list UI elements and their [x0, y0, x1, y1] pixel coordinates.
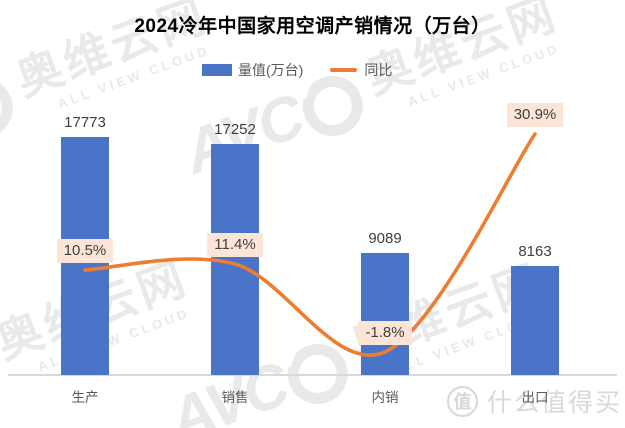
legend-line-label: 同比 [364, 62, 393, 78]
legend-item-bar: 量值(万台) [202, 60, 303, 80]
pct-label: 30.9% [506, 103, 564, 128]
pct-label-wrap: 30.9% [460, 103, 610, 128]
category-label: 销售 [221, 390, 249, 405]
avc-watermark-en: ALL VIEW CLOUD [55, 42, 212, 112]
pct-label: 11.4% [207, 233, 263, 258]
bar-4 [511, 265, 559, 375]
legend: 量值(万台) 同比 [202, 60, 392, 80]
bar-value-label: 9089 [368, 230, 402, 248]
pct-label: 10.5% [56, 239, 114, 264]
bar-3 [361, 253, 409, 375]
pct-label-wrap: -1.8% [310, 321, 460, 346]
bar-value-label: 17773 [64, 114, 106, 131]
chart-title: 2024冷年中国家用空调产销情况（万台） [134, 16, 491, 37]
bar-2 [211, 144, 259, 375]
avc-logo-icon [0, 69, 22, 147]
pct-label-wrap: 11.4% [160, 233, 310, 258]
legend-bar-swatch [202, 64, 232, 76]
bar-value-label: 17252 [214, 121, 256, 138]
pct-label-wrap: 10.5% [10, 239, 160, 264]
avc-watermark-en: ALL VIEW CLOUD [405, 40, 562, 110]
category-label: 生产 [71, 390, 99, 405]
category-label: 内销 [371, 390, 399, 405]
legend-line-swatch [330, 68, 358, 72]
category-label: 出口 [521, 390, 549, 405]
pct-label: -1.8% [358, 321, 412, 346]
avc-logo-icon [0, 332, 2, 410]
legend-item-line: 同比 [330, 60, 392, 80]
x-axis-line [8, 374, 617, 376]
legend-bar-label: 量值(万台) [238, 62, 304, 78]
bar-value-label: 8163 [518, 242, 552, 260]
